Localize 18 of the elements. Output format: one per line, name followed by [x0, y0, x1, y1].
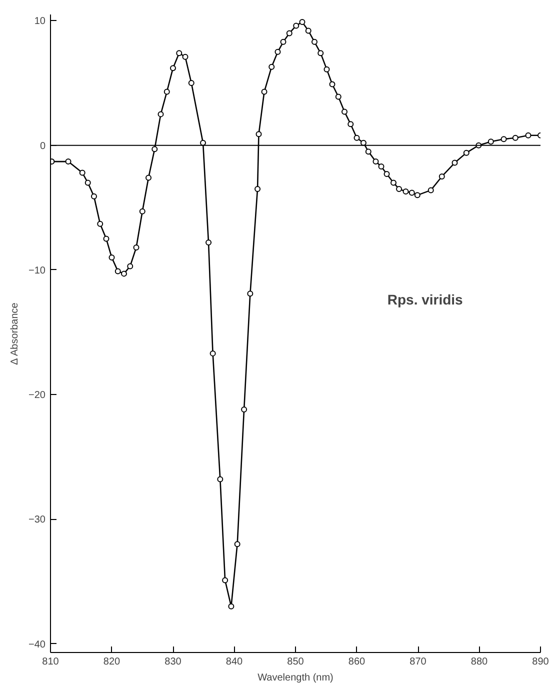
x-tick-label: 860 [348, 656, 366, 668]
x-tick-label: 850 [287, 656, 304, 668]
annotation: Rps. viridis [387, 291, 464, 308]
x-tick-label: 880 [470, 656, 488, 668]
y-tick-label: −20 [28, 390, 46, 402]
y-tick-label: 10 [34, 16, 46, 28]
x-axis-title: Wavelength (nm) [258, 672, 334, 684]
y-tick-label: 0 [40, 140, 46, 152]
x-tick-label: 890 [532, 656, 550, 668]
x-tick-label: 830 [164, 656, 182, 668]
x-tick-label: 810 [42, 656, 60, 668]
y-tick-label: −40 [28, 639, 46, 650]
y-axis-title: Δ Absorbance [10, 302, 21, 365]
x-tick-label: 870 [410, 656, 427, 668]
x-tick-label: 820 [103, 656, 121, 668]
x-tick-label: 840 [226, 656, 244, 668]
y-tick-label: −10 [28, 265, 46, 276]
y-tick-label: −30 [28, 514, 46, 526]
